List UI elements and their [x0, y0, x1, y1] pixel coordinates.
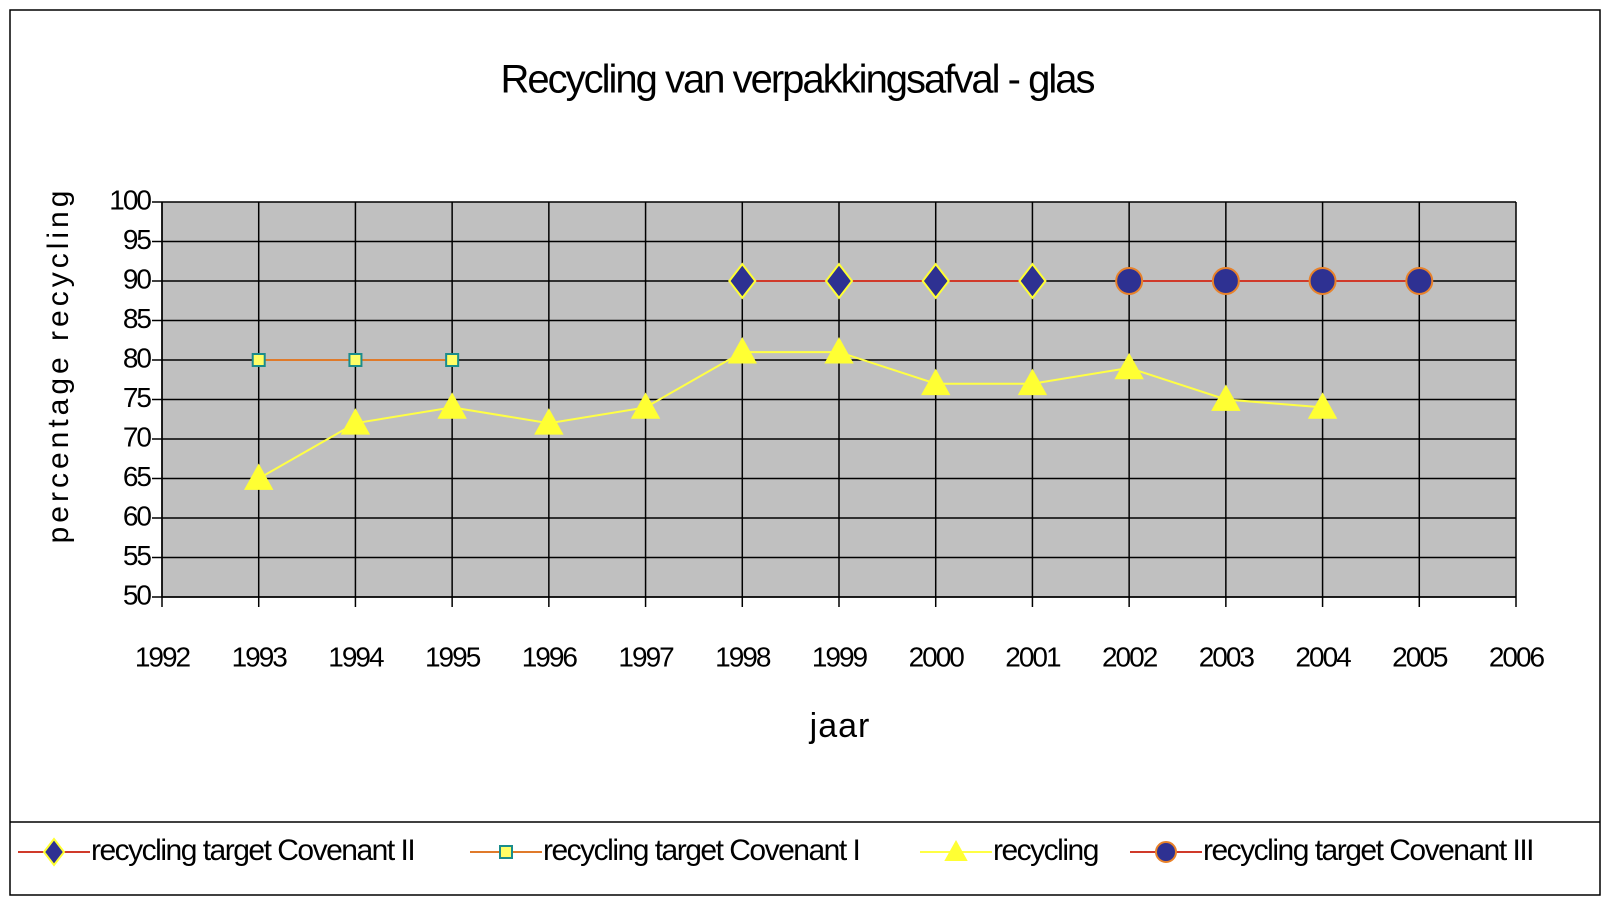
x-tick-label: 2004 — [1295, 641, 1351, 672]
data-point — [1114, 352, 1144, 380]
legend-label: recycling target Covenant II — [91, 834, 414, 867]
legend-label: recycling — [993, 834, 1098, 867]
x-tick-label: 1996 — [522, 641, 578, 672]
legend-marker — [1155, 841, 1177, 863]
data-point — [1018, 262, 1047, 300]
x-tick-label: 2000 — [909, 641, 965, 672]
y-tick-label: 60 — [123, 500, 152, 531]
y-tick-label: 85 — [123, 303, 152, 334]
y-tick-label: 100 — [109, 184, 151, 215]
x-tick-label: 2005 — [1392, 641, 1448, 672]
data-point — [921, 368, 951, 396]
y-tick-label: 90 — [123, 263, 152, 294]
data-point — [534, 408, 564, 435]
data-point — [824, 337, 854, 364]
x-tick-label: 1994 — [328, 641, 384, 672]
x-tick-label: 1999 — [812, 641, 868, 672]
x-tick-label: 1998 — [715, 641, 771, 672]
data-point — [1308, 267, 1337, 295]
data-point — [728, 262, 757, 300]
y-tick-label: 80 — [123, 342, 152, 373]
data-point — [437, 392, 467, 419]
data-point — [1115, 267, 1144, 295]
y-tick-label: 55 — [123, 540, 152, 571]
x-tick-label: 1992 — [135, 641, 191, 672]
legend-label: recycling target Covenant I — [543, 834, 859, 867]
y-tick-label: 75 — [123, 382, 152, 413]
data-point — [630, 392, 661, 419]
x-tick-label: 1993 — [232, 641, 288, 672]
x-tick-label: 2003 — [1199, 641, 1255, 672]
data-point — [1017, 368, 1048, 396]
x-tick-label: 1995 — [425, 641, 481, 672]
legend-marker — [944, 839, 968, 861]
y-tick-label: 65 — [123, 461, 152, 492]
chart-title: Recycling van verpakkingsafval - glas — [501, 58, 1095, 102]
series-line — [258, 351, 1323, 480]
legend-label: recycling target Covenant III — [1203, 834, 1533, 867]
legend-marker — [499, 845, 513, 859]
x-tick-label: 1997 — [618, 641, 674, 672]
x-tick-label: 2006 — [1489, 641, 1545, 672]
y-tick-label: 50 — [123, 579, 152, 610]
y-axis-label: percentage recycling — [42, 187, 75, 544]
data-point — [445, 353, 460, 367]
data-point — [340, 408, 371, 435]
data-point — [251, 353, 266, 367]
x-tick-label: 2002 — [1102, 641, 1158, 672]
data-point — [727, 337, 757, 364]
data-point — [244, 463, 274, 490]
x-axis-label: jaar — [809, 707, 871, 745]
legend-marker — [42, 837, 66, 867]
x-tick-label: 2001 — [1005, 641, 1061, 672]
data-point — [1405, 267, 1434, 295]
data-point — [824, 262, 854, 300]
data-point — [1211, 384, 1241, 411]
y-tick-label: 95 — [123, 224, 152, 255]
data-point — [1211, 267, 1240, 295]
data-point — [1307, 392, 1338, 419]
data-point — [921, 262, 950, 300]
data-point — [348, 353, 363, 367]
y-tick-label: 70 — [123, 421, 152, 452]
